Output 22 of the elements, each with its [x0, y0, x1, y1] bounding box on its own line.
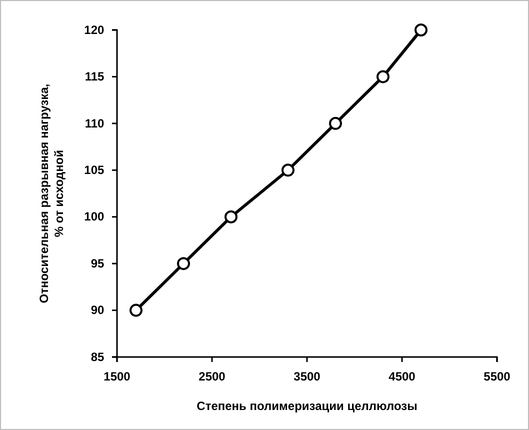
x-tick-label: 2500	[198, 370, 226, 384]
point	[177, 257, 190, 270]
point	[224, 210, 238, 224]
x-tick-label: 4500	[388, 370, 416, 384]
x-tick-label: 3500	[294, 370, 321, 384]
y-tick-label: 105	[84, 162, 105, 177]
point	[130, 304, 142, 317]
y-axis-title: Относительная разрывная нагрузка, % от исходной	[37, 84, 66, 304]
x-tick-label: 1500	[104, 370, 131, 384]
y-tick-label: 100	[84, 210, 105, 224]
point	[414, 24, 428, 36]
point	[329, 116, 342, 130]
y-tick-label: 110	[84, 116, 105, 130]
y-tick-label: 90	[90, 303, 105, 318]
y-tick-label: 85	[90, 350, 105, 364]
y-tick-label: 115	[84, 70, 105, 84]
x-axis-title: Степень полимеризации целлюлозы	[196, 399, 418, 413]
point	[376, 70, 390, 84]
x-tick-label: 5500	[484, 370, 511, 384]
y-tick-label: 95	[90, 256, 105, 270]
point	[282, 164, 294, 177]
y-tick-label: 120	[84, 22, 105, 37]
